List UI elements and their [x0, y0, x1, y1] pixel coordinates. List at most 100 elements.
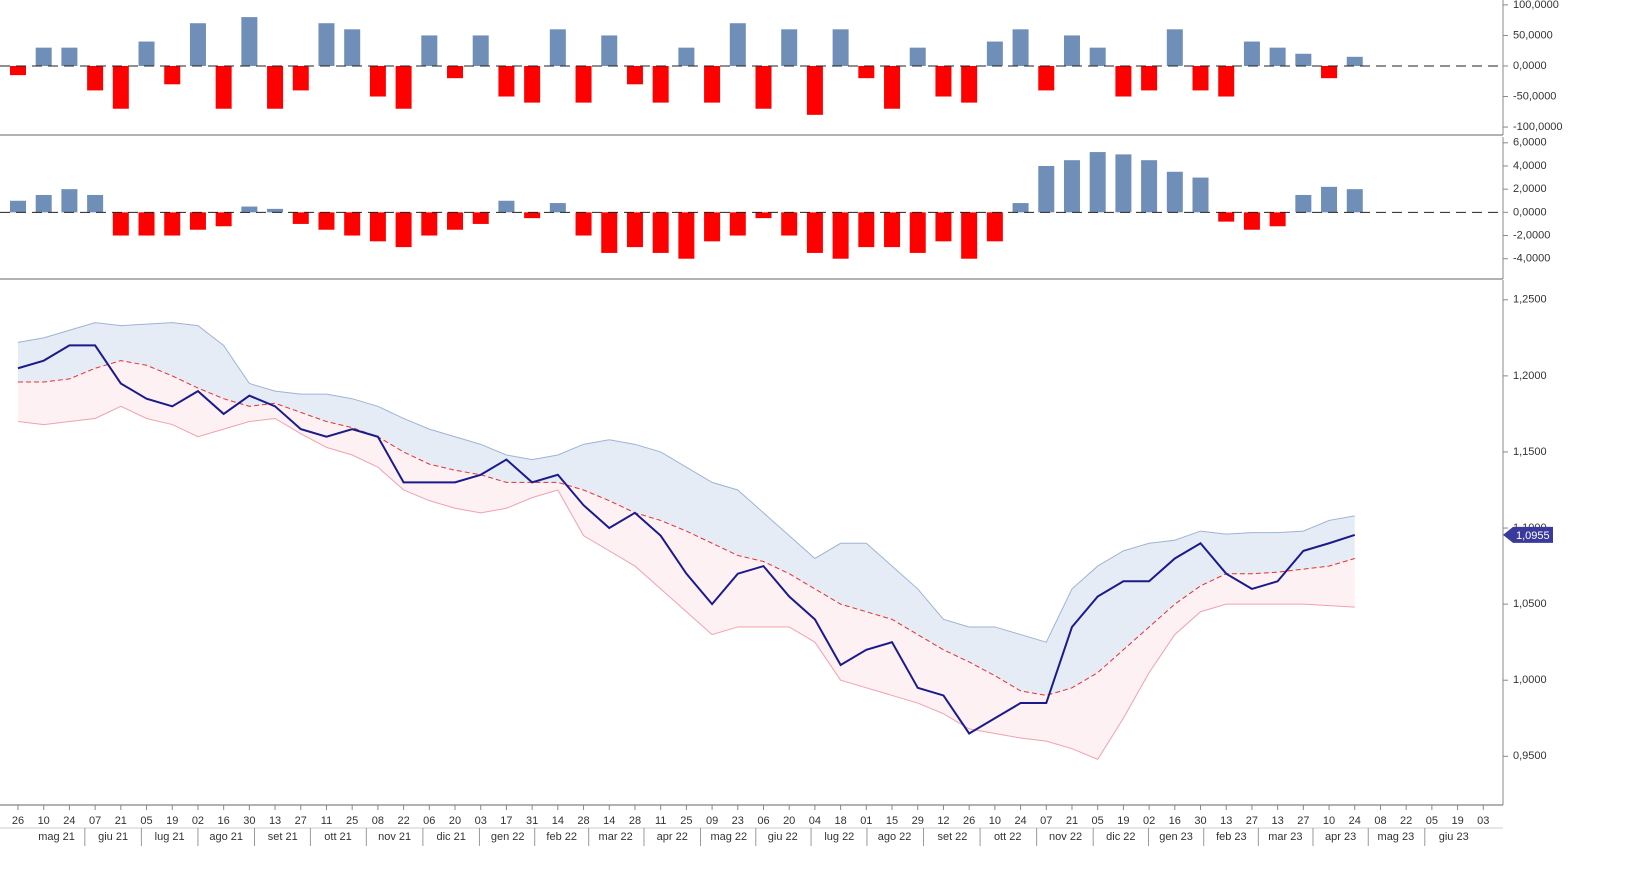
x-tick-label: 06 [757, 815, 769, 827]
x-tick-label: 27 [1297, 815, 1309, 827]
histogram-bar [678, 212, 695, 259]
x-tick-label: 17 [500, 815, 512, 827]
histogram-bar [755, 65, 772, 109]
x-tick-label: 13 [269, 815, 281, 827]
x-tick-label: 19 [1117, 815, 1129, 827]
histogram-bar [1321, 65, 1338, 79]
x-tick-label: 04 [809, 815, 821, 827]
month-label: ago 21 [209, 831, 243, 843]
histogram-bar [1166, 171, 1183, 213]
histogram-bar [935, 65, 952, 97]
histogram-bar [1038, 165, 1055, 213]
histogram-bar [524, 65, 541, 103]
histogram-bar [35, 47, 52, 66]
lower-band [17, 405, 1355, 760]
histogram-bar [318, 23, 335, 66]
histogram-bar [986, 41, 1003, 66]
histogram-bar [369, 212, 386, 242]
histogram-bar [164, 212, 181, 236]
histogram-bar [35, 194, 52, 213]
x-tick-label: 15 [886, 815, 898, 827]
x-tick-label: 22 [397, 815, 409, 827]
month-label: lug 22 [824, 831, 854, 843]
histogram-bar [1243, 212, 1260, 230]
y-tick-label: 1,0500 [1513, 598, 1547, 610]
histogram-bar [189, 23, 206, 66]
histogram-bar [1089, 47, 1106, 66]
histogram-bar [395, 212, 412, 248]
x-tick-label: 12 [937, 815, 949, 827]
month-label: lug 21 [155, 831, 185, 843]
x-tick-label: 13 [1220, 815, 1232, 827]
histogram-bar [575, 212, 592, 236]
histogram-bar [241, 17, 258, 66]
y-tick-label: -100,0000 [1513, 121, 1563, 133]
histogram-bar [215, 65, 232, 109]
y-tick-label: 1,2500 [1513, 294, 1547, 306]
histogram-bar [704, 65, 721, 103]
middle-band [17, 360, 1355, 696]
x-tick-label: 30 [1194, 815, 1206, 827]
x-tick-label: 29 [912, 815, 924, 827]
histogram-bar [1269, 212, 1286, 227]
histogram-bar [935, 212, 952, 242]
histogram-bar [138, 212, 155, 236]
month-label: mar 23 [1268, 831, 1302, 843]
histogram-bar [858, 212, 875, 248]
histogram-bar [626, 212, 643, 248]
histogram-bar [961, 65, 978, 103]
upper-band-fill [17, 322, 1355, 696]
y-tick-label: 100,0000 [1513, 0, 1559, 11]
x-tick-label: 21 [1066, 815, 1078, 827]
month-label: apr 22 [657, 831, 688, 843]
x-tick-label: 24 [1349, 815, 1361, 827]
month-label: mar 22 [599, 831, 633, 843]
histogram-bar [472, 212, 489, 224]
histogram-bar [909, 47, 926, 66]
x-tick-label: 02 [1143, 815, 1155, 827]
x-tick-label: 24 [63, 815, 75, 827]
histogram-bar [87, 65, 104, 91]
x-tick-label: 31 [526, 815, 538, 827]
month-label: feb 23 [1216, 831, 1247, 843]
y-tick-label: 4,0000 [1513, 160, 1547, 172]
x-tick-label: 27 [1246, 815, 1258, 827]
histogram-bar [447, 65, 464, 79]
histogram-bar [781, 212, 798, 236]
x-tick-label: 19 [1451, 815, 1463, 827]
histogram-bar [267, 65, 284, 109]
x-tick-label: 08 [1374, 815, 1386, 827]
histogram-bar [9, 200, 26, 213]
y-tick-label: 0,0000 [1513, 60, 1547, 72]
month-label: feb 22 [546, 831, 577, 843]
month-label: nov 21 [378, 831, 411, 843]
histogram-bar [909, 212, 926, 253]
month-label: gen 23 [1159, 831, 1193, 843]
histogram-bar [87, 194, 104, 213]
x-tick-label: 24 [1014, 815, 1026, 827]
histogram-bar [164, 65, 181, 85]
histogram-bar [344, 29, 361, 66]
histogram-bar [652, 65, 669, 103]
y-tick-label: -2,0000 [1513, 229, 1550, 241]
histogram-bar [1346, 189, 1363, 213]
histogram-bar [729, 212, 746, 236]
histogram-bar [575, 65, 592, 103]
x-tick-label: 23 [732, 815, 744, 827]
histogram-bar [1295, 53, 1312, 66]
month-label: giu 23 [1439, 831, 1469, 843]
histogram-bar [806, 65, 823, 115]
histogram-bar [1141, 160, 1158, 213]
histogram-bar [9, 65, 26, 76]
histogram-bar [781, 29, 798, 66]
histogram-bar [986, 212, 1003, 242]
histogram-bar [652, 212, 669, 253]
histogram-bar [421, 35, 438, 66]
month-label: apr 23 [1325, 831, 1356, 843]
month-label: mag 22 [710, 831, 747, 843]
histogram-bar [524, 212, 541, 219]
month-label: giu 21 [98, 831, 128, 843]
x-tick-label: 11 [321, 815, 332, 827]
histogram-bar [704, 212, 721, 242]
